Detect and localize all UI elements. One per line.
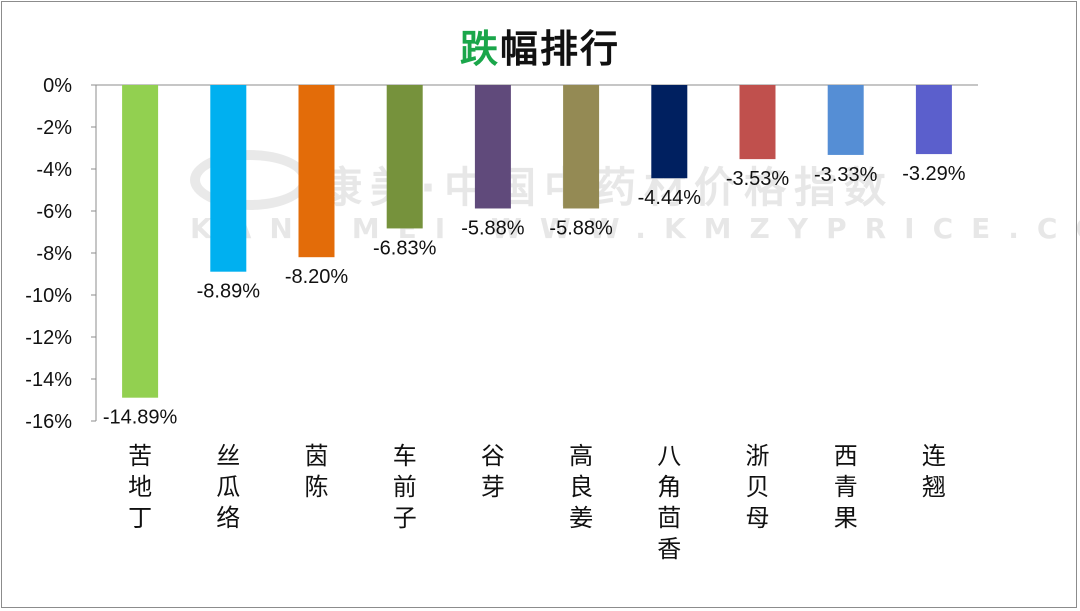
data-label: -5.88% <box>461 217 525 239</box>
x-tick-label: 子 <box>393 504 417 532</box>
x-tick-label: 芽 <box>481 473 505 501</box>
x-tick-label: 陈 <box>305 473 329 501</box>
x-tick-label: 八 <box>657 442 681 470</box>
x-tick-label: 良 <box>569 473 593 501</box>
x-tick-label: 角 <box>657 473 681 501</box>
x-tick-label: 谷 <box>481 442 505 470</box>
y-tick-label: -8% <box>36 243 72 265</box>
x-tick-label: 丝 <box>216 442 240 470</box>
bar <box>474 85 511 209</box>
x-tick-label: 翘 <box>922 473 946 501</box>
y-tick-label: -12% <box>25 327 72 349</box>
x-tick-label: 香 <box>657 535 681 563</box>
bar <box>651 85 688 179</box>
data-label: -8.89% <box>197 281 261 303</box>
y-tick-label: -10% <box>25 285 72 307</box>
bar <box>298 85 335 258</box>
y-tick-label: -16% <box>25 411 72 433</box>
data-label: -3.29% <box>902 163 966 185</box>
data-label: -8.20% <box>285 266 349 288</box>
x-tick-label: 车 <box>393 442 417 470</box>
y-tick-label: -2% <box>36 117 72 139</box>
x-tick-label: 青 <box>834 473 858 501</box>
y-tick-label: -6% <box>36 201 72 223</box>
y-tick-label: 0% <box>43 75 72 97</box>
data-label: -3.53% <box>726 168 790 190</box>
x-tick-label: 连 <box>922 442 946 470</box>
x-tick-label: 茵 <box>305 442 329 470</box>
x-tick-label: 丁 <box>128 504 152 532</box>
data-label: -14.89% <box>103 407 178 429</box>
x-tick-label: 浙 <box>746 442 770 470</box>
bar <box>915 85 952 155</box>
data-label: -3.33% <box>814 164 878 186</box>
title-rest: 幅排行 <box>500 27 621 71</box>
x-tick-label: 茴 <box>657 504 681 532</box>
bar <box>827 85 864 155</box>
x-tick-label: 姜 <box>569 504 593 532</box>
x-tick-label: 前 <box>393 473 417 501</box>
x-tick-label: 地 <box>128 473 152 501</box>
y-tick-label: -4% <box>36 159 72 181</box>
x-tick-label: 高 <box>569 442 593 470</box>
x-tick-label: 瓜 <box>216 473 240 501</box>
y-tick-label: -14% <box>25 369 72 391</box>
x-tick-label: 络 <box>216 504 240 532</box>
title-accent: 跌 <box>459 27 500 71</box>
chart-title: 跌幅排行 <box>0 18 1080 73</box>
bar <box>122 85 159 398</box>
x-tick-label: 西 <box>834 442 858 470</box>
x-tick-label: 贝 <box>746 473 770 501</box>
data-label: -5.88% <box>549 217 613 239</box>
x-tick-label: 果 <box>834 504 858 532</box>
bar <box>210 85 247 272</box>
data-label: -4.44% <box>638 187 702 209</box>
data-label: -6.83% <box>373 237 437 259</box>
bar <box>386 85 423 229</box>
x-tick-label: 母 <box>746 504 770 532</box>
bar <box>563 85 600 209</box>
x-tick-label: 苦 <box>128 442 152 470</box>
bar <box>739 85 776 160</box>
